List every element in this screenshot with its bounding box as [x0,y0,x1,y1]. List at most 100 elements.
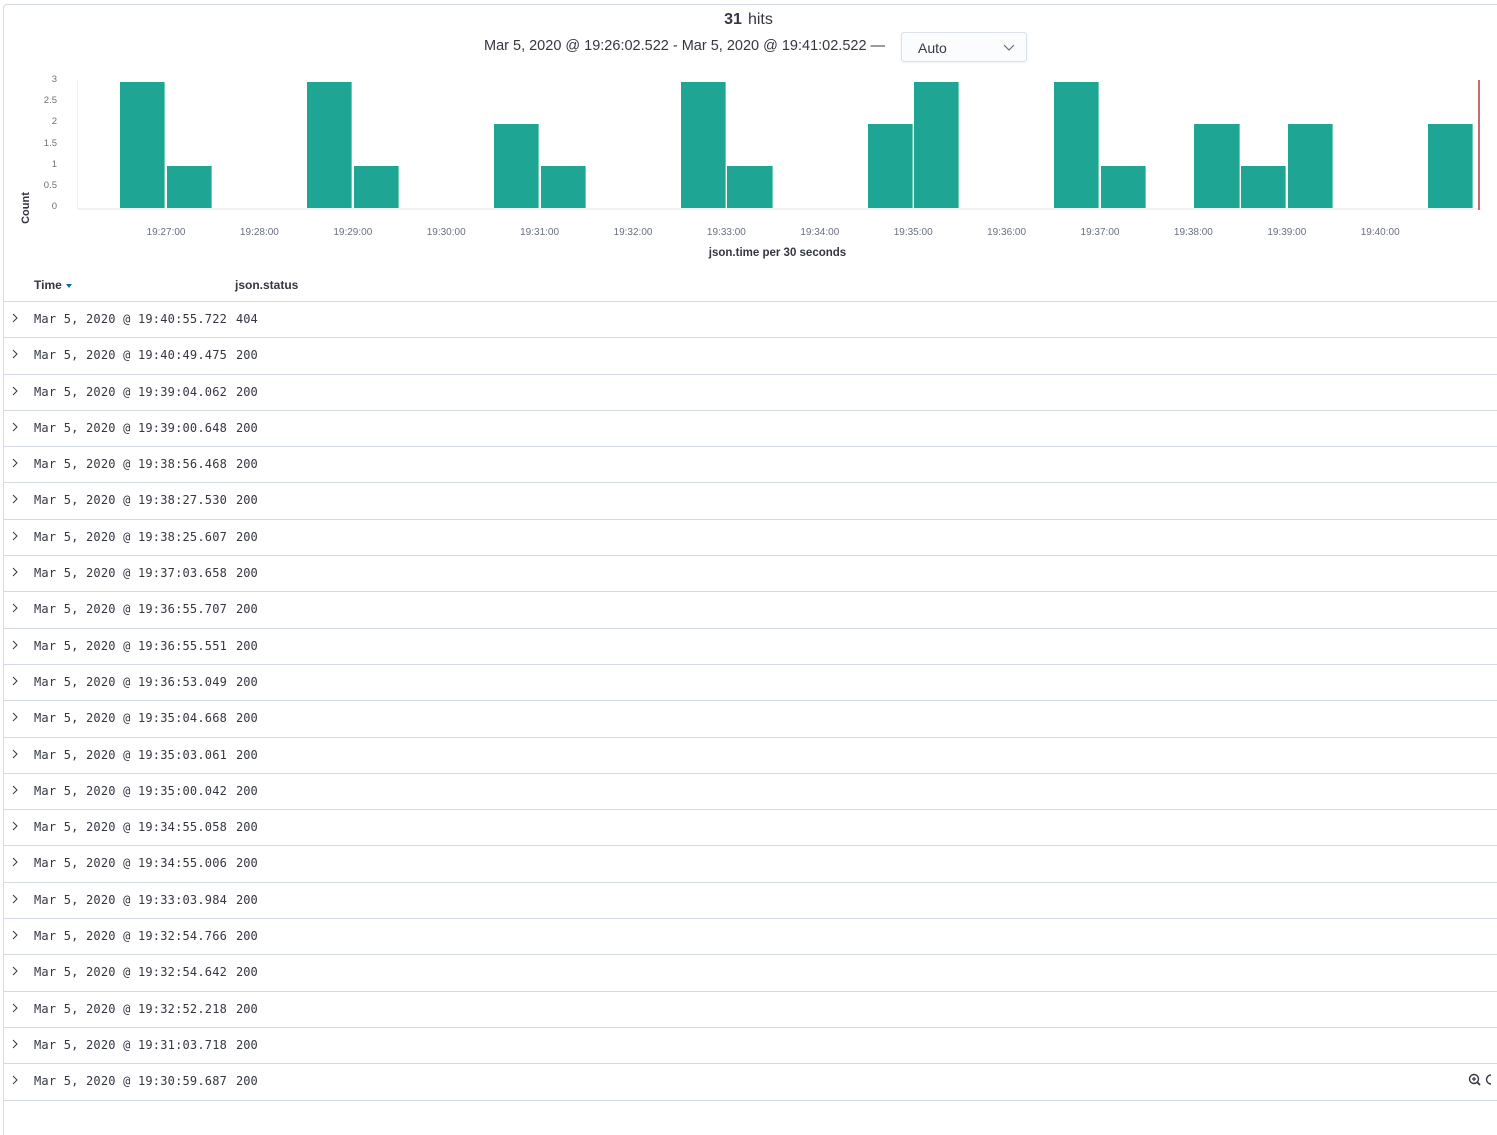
histogram-bar[interactable] [1427,124,1474,208]
expand-row-icon[interactable] [10,639,20,651]
time-cell: Mar 5, 2020 @ 19:37:03.658 [34,566,228,581]
expand-row-icon[interactable] [10,493,20,505]
interval-select[interactable]: Auto [901,32,1027,62]
x-tick-label: 19:35:00 [893,227,933,238]
table-row[interactable]: Mar 5, 2020 @ 19:32:54.766 200 [3,919,1497,956]
status-cell: 200 [236,856,258,871]
table-row[interactable]: Mar 5, 2020 @ 19:30:59.687 200 [3,1064,1497,1101]
interval-value: Auto [918,40,947,56]
expand-row-icon[interactable] [10,348,20,360]
table-row[interactable]: Mar 5, 2020 @ 19:40:55.722 404 [3,302,1497,339]
y-tick-label: 1.5 [43,137,57,149]
time-cell: Mar 5, 2020 @ 19:35:03.061 [34,747,228,762]
status-cell: 200 [236,529,258,544]
histogram-bar[interactable] [540,166,586,208]
histogram-bar[interactable] [867,124,913,208]
table-row[interactable]: Mar 5, 2020 @ 19:36:55.707 200 [3,592,1497,629]
expand-row-icon[interactable] [10,820,20,832]
table-row[interactable]: Mar 5, 2020 @ 19:38:25.607 200 [3,520,1497,557]
table-row[interactable]: Mar 5, 2020 @ 19:32:52.218 200 [3,992,1497,1028]
expand-row-icon[interactable] [10,965,20,977]
expand-row-icon[interactable] [10,530,20,542]
table-row[interactable]: Mar 5, 2020 @ 19:36:55.551 200 [3,629,1497,665]
expand-row-icon[interactable] [10,457,20,469]
time-cell: Mar 5, 2020 @ 19:38:27.530 [34,493,228,508]
x-tick-label: 19:37:00 [1080,227,1120,238]
sort-descending-icon[interactable] [65,283,72,288]
table-row[interactable]: Mar 5, 2020 @ 19:39:00.648 200 [3,411,1497,448]
expand-row-icon[interactable] [10,312,20,324]
histogram-bar[interactable] [307,82,353,208]
expand-row-icon[interactable] [10,675,20,687]
table-row[interactable]: Mar 5, 2020 @ 19:35:03.061 200 [3,738,1497,774]
expand-row-icon[interactable] [10,421,20,433]
x-tick-label: 19:33:00 [706,227,746,238]
expand-row-icon[interactable] [10,385,20,397]
x-tick-label: 19:29:00 [333,227,373,238]
status-cell: 200 [236,638,258,653]
status-cell: 200 [236,892,258,907]
expand-row-icon[interactable] [10,602,20,614]
x-tick-label: 19:27:00 [146,227,186,238]
time-cell: Mar 5, 2020 @ 19:32:52.218 [34,1001,228,1016]
expand-row-icon[interactable] [10,929,20,941]
table-row[interactable]: Mar 5, 2020 @ 19:39:04.062 200 [3,375,1497,411]
table-row[interactable]: Mar 5, 2020 @ 19:33:03.984 200 [3,883,1497,920]
y-tick-label: 1 [51,158,57,170]
y-tick-label: 0.5 [43,180,57,191]
time-cell: Mar 5, 2020 @ 19:39:00.648 [34,420,228,435]
chevron-down-icon [1003,44,1015,51]
histogram-bar[interactable] [1054,82,1100,208]
histogram-bar[interactable] [1241,166,1287,208]
time-cell: Mar 5, 2020 @ 19:31:03.718 [34,1037,228,1052]
histogram-bar[interactable] [1101,166,1147,208]
x-tick-label: 19:28:00 [239,227,279,238]
histogram-bar[interactable] [727,166,773,208]
histogram-bar[interactable] [353,166,399,208]
table-row[interactable]: Mar 5, 2020 @ 19:35:04.668 200 [3,701,1497,738]
histogram-bar[interactable] [680,82,726,208]
table-row[interactable]: Mar 5, 2020 @ 19:40:49.475 200 [3,338,1497,375]
expand-row-icon[interactable] [10,856,20,868]
time-cell: Mar 5, 2020 @ 19:40:49.475 [34,348,228,363]
status-cell: 200 [236,420,258,435]
time-cell: Mar 5, 2020 @ 19:34:55.058 [34,820,228,835]
status-cell: 200 [236,747,258,762]
expand-row-icon[interactable] [10,784,20,796]
status-cell: 200 [236,711,258,726]
x-axis-label: json.time per 30 seconds [708,247,847,259]
expand-row-icon[interactable] [10,566,20,578]
status-cell: 200 [236,493,258,508]
histogram-bar[interactable] [120,82,166,208]
table-row[interactable]: Mar 5, 2020 @ 19:38:56.468 200 [3,447,1497,484]
column-header-json-status[interactable]: json.status [235,278,299,292]
x-tick-label: 19:40:00 [1360,227,1400,238]
status-cell: 200 [236,566,258,581]
expand-row-icon[interactable] [10,893,20,905]
histogram-bar[interactable] [493,124,540,208]
histogram-bar[interactable] [914,82,960,208]
histogram-bar[interactable] [1194,124,1240,208]
filter-for-value-icon[interactable] [1467,1072,1497,1088]
table-row[interactable]: Mar 5, 2020 @ 19:36:53.049 200 [3,665,1497,702]
expand-row-icon[interactable] [10,1002,20,1014]
status-cell: 200 [236,929,258,944]
table-row[interactable]: Mar 5, 2020 @ 19:32:54.642 200 [3,955,1497,992]
status-cell: 200 [236,1001,258,1016]
table-row[interactable]: Mar 5, 2020 @ 19:37:03.658 200 [3,556,1497,593]
histogram-bar[interactable] [1287,124,1333,208]
expand-row-icon[interactable] [10,1038,20,1050]
table-row[interactable]: Mar 5, 2020 @ 19:34:55.058 200 [3,810,1497,847]
time-cell: Mar 5, 2020 @ 19:34:55.006 [34,856,228,871]
expand-row-icon[interactable] [10,711,20,723]
plot-area[interactable] [77,80,1481,210]
histogram-chart[interactable]: Count 3 2.5 2 1.5 1 0.5 0 19:27:00 19:28:00 19:2… [0,70,1497,265]
histogram-bar[interactable] [167,166,213,208]
column-header-time[interactable]: Time [34,278,72,292]
table-row[interactable]: Mar 5, 2020 @ 19:31:03.718 200 [3,1028,1497,1065]
expand-row-icon[interactable] [10,748,20,760]
table-row[interactable]: Mar 5, 2020 @ 19:34:55.006 200 [3,846,1497,883]
expand-row-icon[interactable] [10,1074,20,1086]
table-row[interactable]: Mar 5, 2020 @ 19:38:27.530 200 [3,483,1497,520]
table-row[interactable]: Mar 5, 2020 @ 19:35:00.042 200 [3,774,1497,811]
